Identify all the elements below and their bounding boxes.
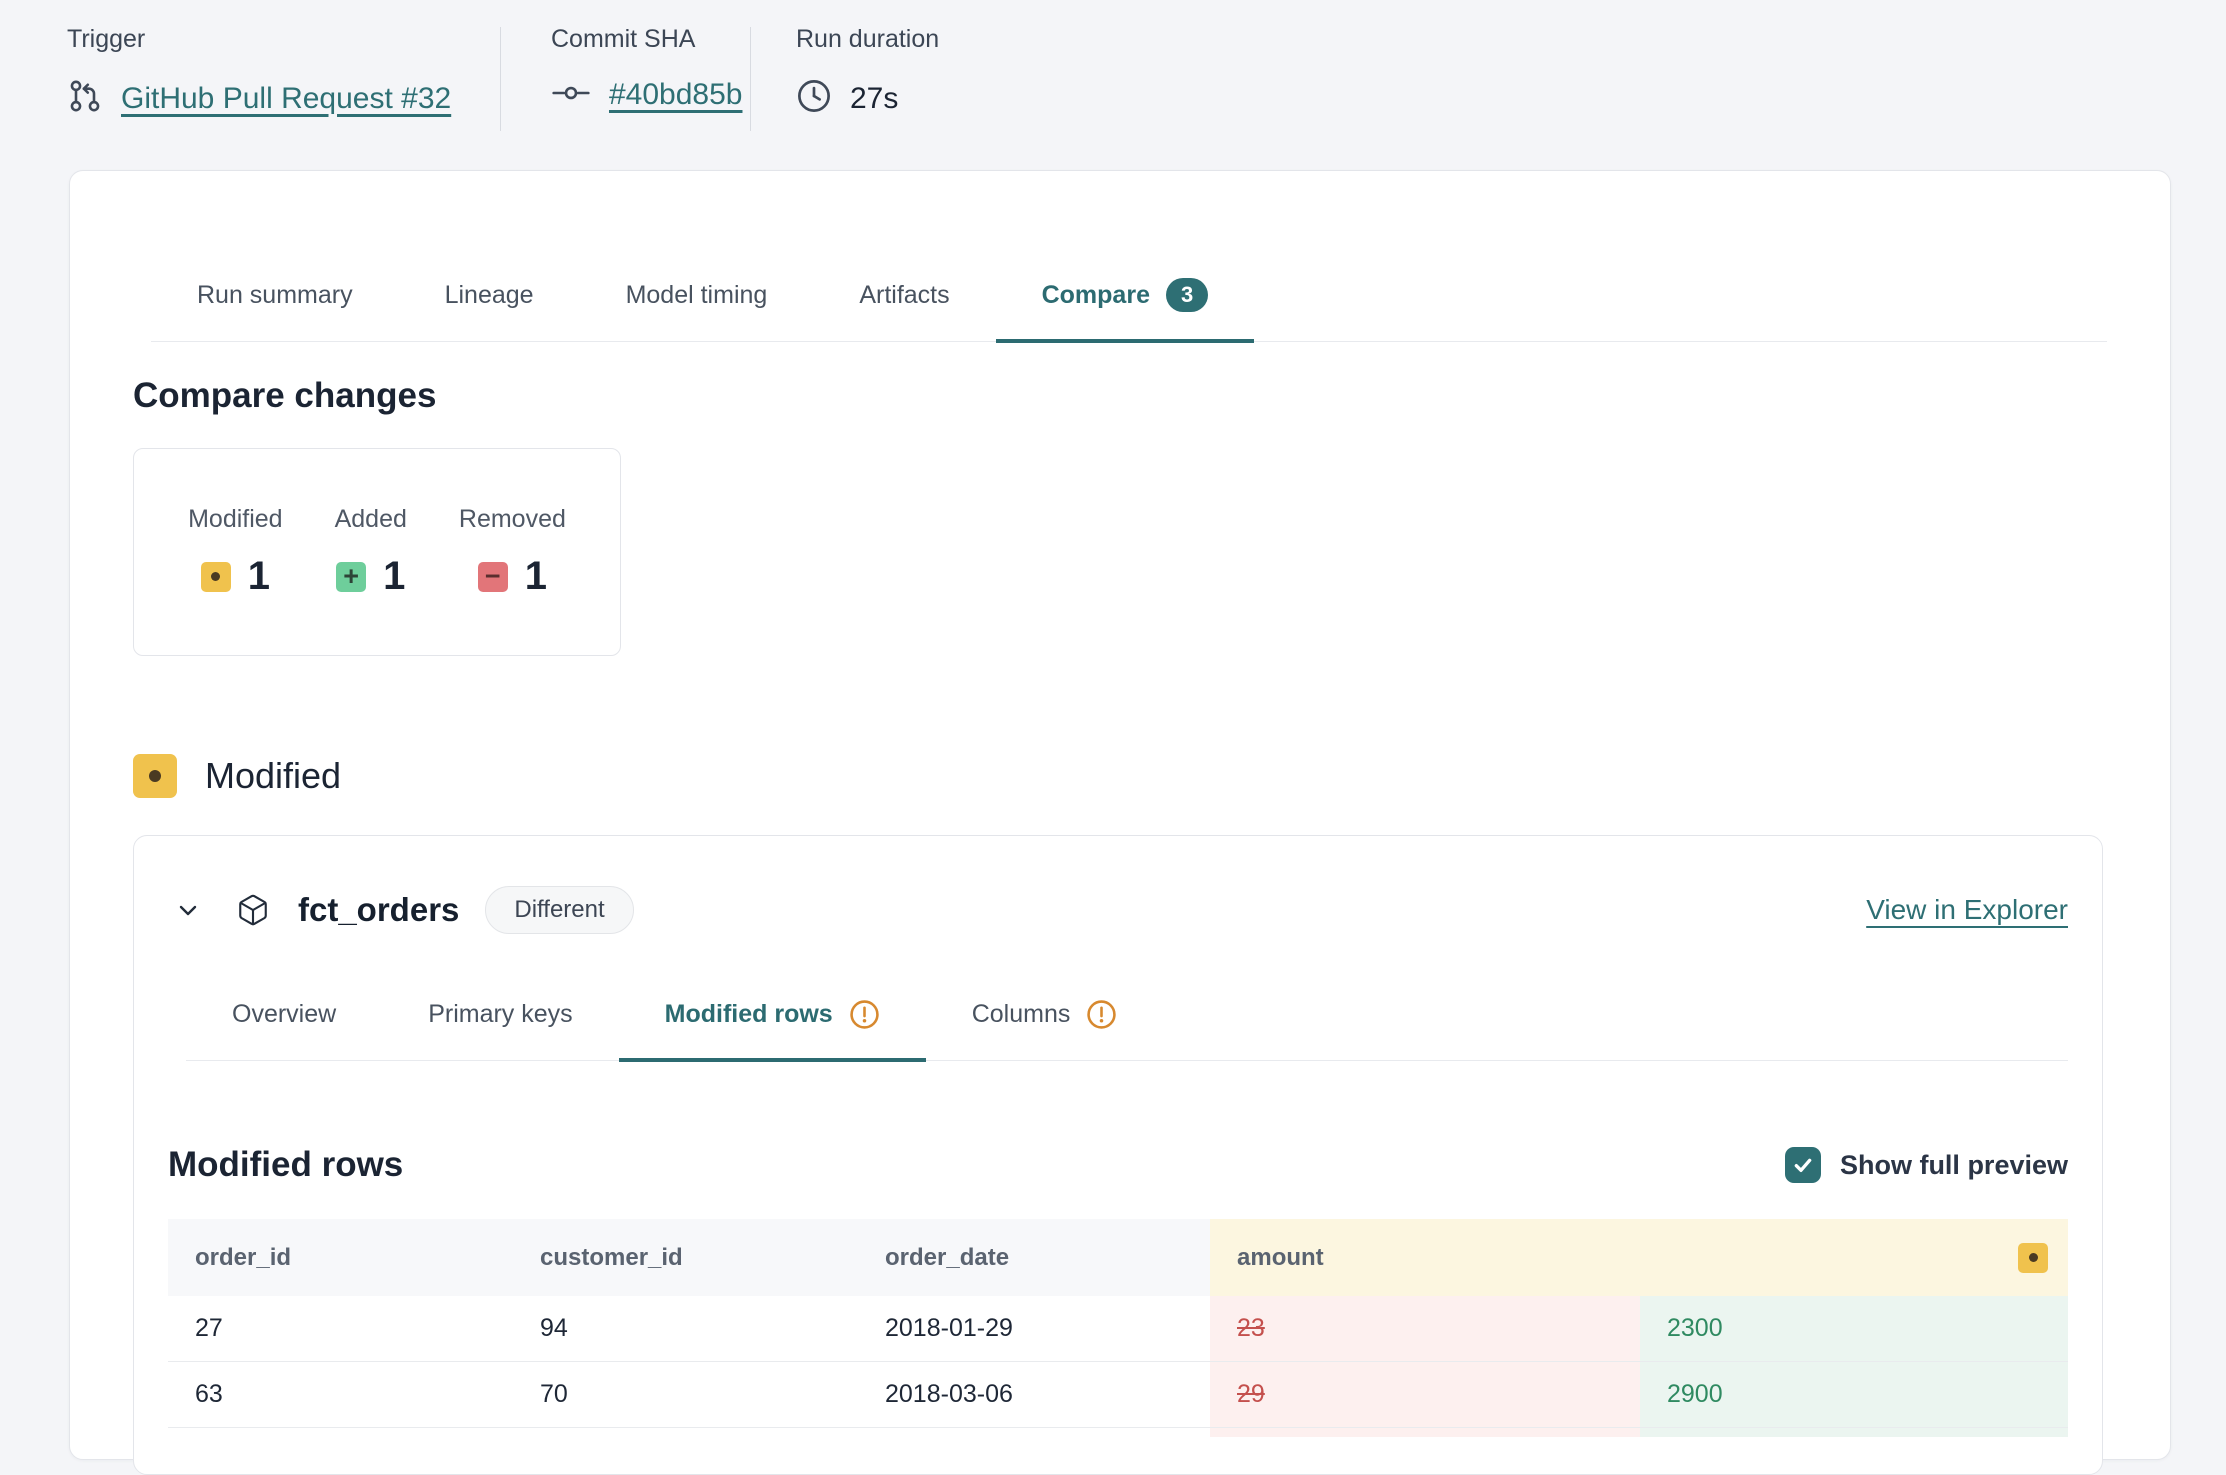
clock-icon xyxy=(796,78,832,119)
cell-order-date: 2018-03-06 xyxy=(858,1362,1210,1428)
commit-label: Commit SHA xyxy=(551,25,696,53)
trigger-column: Trigger GitHub Pull Request #32 xyxy=(67,25,500,119)
cell-amount-old: 23 xyxy=(1210,1296,1640,1362)
cell-order-id: 63 xyxy=(168,1362,513,1428)
pull-request-icon xyxy=(67,78,103,119)
tab-model-timing[interactable]: Model timing xyxy=(625,281,768,309)
tab-overview[interactable]: Overview xyxy=(232,1000,337,1028)
tab-primary-keys[interactable]: Primary keys xyxy=(428,1000,573,1028)
added-plus-icon: + xyxy=(336,561,367,592)
cell-customer-id: 94 xyxy=(513,1296,858,1362)
model-cube-icon xyxy=(236,893,270,927)
partial-row-cell xyxy=(1640,1428,2068,1437)
partial-row-cell xyxy=(1210,1428,1640,1437)
show-full-preview-label: Show full preview xyxy=(1839,1149,2068,1180)
tab-compare[interactable]: Compare 3 xyxy=(995,277,1255,343)
model-name: fct_orders xyxy=(298,891,460,928)
change-stats-card: Modified 1 Added + 1 Removed − 1 xyxy=(133,448,621,656)
partial-row-cell xyxy=(513,1428,858,1437)
modified-group-header: Modified xyxy=(133,754,2107,798)
column-header-order-date: order_date xyxy=(858,1219,1210,1296)
view-in-explorer-link[interactable]: View in Explorer xyxy=(1866,894,2068,925)
cell-customer-id: 70 xyxy=(513,1362,858,1428)
tab-columns-label: Columns xyxy=(971,1000,1071,1028)
show-full-preview-toggle[interactable]: Show full preview xyxy=(1784,1147,2068,1183)
checkbox-checked-icon[interactable] xyxy=(1784,1147,1821,1183)
trigger-link[interactable]: GitHub Pull Request #32 xyxy=(121,81,452,115)
stat-removed: Removed − 1 xyxy=(459,505,566,599)
warning-icon xyxy=(849,999,880,1030)
tab-artifacts[interactable]: Artifacts xyxy=(859,281,950,309)
partial-row-cell xyxy=(168,1428,513,1437)
amount-header-label: amount xyxy=(1237,1243,1324,1271)
model-card-header: fct_orders Different View in Explorer xyxy=(168,882,2068,938)
run-meta-bar: Trigger GitHub Pull Request #32 Commit S… xyxy=(67,25,939,131)
modified-dot-icon xyxy=(200,561,231,592)
stat-removed-label: Removed xyxy=(458,505,566,533)
commit-column: Commit SHA #40bd85b xyxy=(501,25,750,112)
meta-divider xyxy=(500,27,501,131)
column-header-amount: amount xyxy=(1210,1219,2068,1296)
modified-rows-table: order_id customer_id order_date amount 2… xyxy=(168,1219,2068,1437)
column-header-order-id: order_id xyxy=(168,1219,513,1296)
commit-sha-link[interactable]: #40bd85b xyxy=(609,78,743,111)
stat-added: Added + 1 xyxy=(335,505,407,599)
trigger-label: Trigger xyxy=(67,25,146,53)
stat-added-label: Added xyxy=(334,505,407,533)
tab-modified-rows[interactable]: Modified rows xyxy=(618,996,926,1062)
model-tab-bar: Overview Primary keys Modified rows Colu… xyxy=(186,996,2068,1062)
git-commit-icon xyxy=(551,80,591,111)
run-duration-value: 27s xyxy=(850,81,899,115)
model-diff-card: fct_orders Different View in Explorer Ov… xyxy=(133,835,2103,1475)
meta-divider xyxy=(750,27,751,131)
chevron-down-icon[interactable] xyxy=(172,894,204,926)
run-detail-card: Run summary Lineage Model timing Artifac… xyxy=(69,170,2171,1475)
cell-amount-old: 29 xyxy=(1210,1362,1640,1428)
stat-modified-value: 1 xyxy=(247,554,270,598)
removed-minus-icon: − xyxy=(477,561,508,592)
duration-label: Run duration xyxy=(796,25,940,53)
tab-modified-rows-label: Modified rows xyxy=(664,1000,833,1028)
modified-group-title: Modified xyxy=(205,755,342,796)
partial-row-cell xyxy=(858,1428,1210,1437)
stat-modified: Modified 1 xyxy=(188,505,283,599)
stat-removed-value: 1 xyxy=(524,554,548,598)
tab-run-summary[interactable]: Run summary xyxy=(197,281,353,309)
cell-order-date: 2018-01-29 xyxy=(858,1296,1210,1362)
warning-icon xyxy=(1086,999,1117,1030)
modified-rows-section-header: Modified rows Show full preview xyxy=(168,1141,2068,1189)
stat-modified-label: Modified xyxy=(188,505,283,533)
modified-rows-title: Modified rows xyxy=(168,1145,404,1184)
modified-dot-icon xyxy=(133,754,177,798)
stat-added-value: 1 xyxy=(383,554,406,598)
cell-amount-new: 2900 xyxy=(1640,1362,2068,1428)
tab-compare-label: Compare xyxy=(1041,281,1150,309)
main-tab-bar: Run summary Lineage Model timing Artifac… xyxy=(151,277,2107,343)
column-header-customer-id: customer_id xyxy=(513,1219,858,1296)
modified-dot-icon xyxy=(2018,1242,2048,1273)
model-status-badge: Different xyxy=(485,885,634,935)
compare-changes-title: Compare changes xyxy=(133,376,437,415)
tab-columns[interactable]: Columns xyxy=(926,996,1164,1060)
compare-count-badge: 3 xyxy=(1165,278,1209,312)
cell-order-id: 27 xyxy=(168,1296,513,1362)
cell-amount-new: 2300 xyxy=(1640,1296,2068,1362)
duration-column: Run duration 27s xyxy=(751,25,939,119)
tab-lineage[interactable]: Lineage xyxy=(444,281,534,309)
